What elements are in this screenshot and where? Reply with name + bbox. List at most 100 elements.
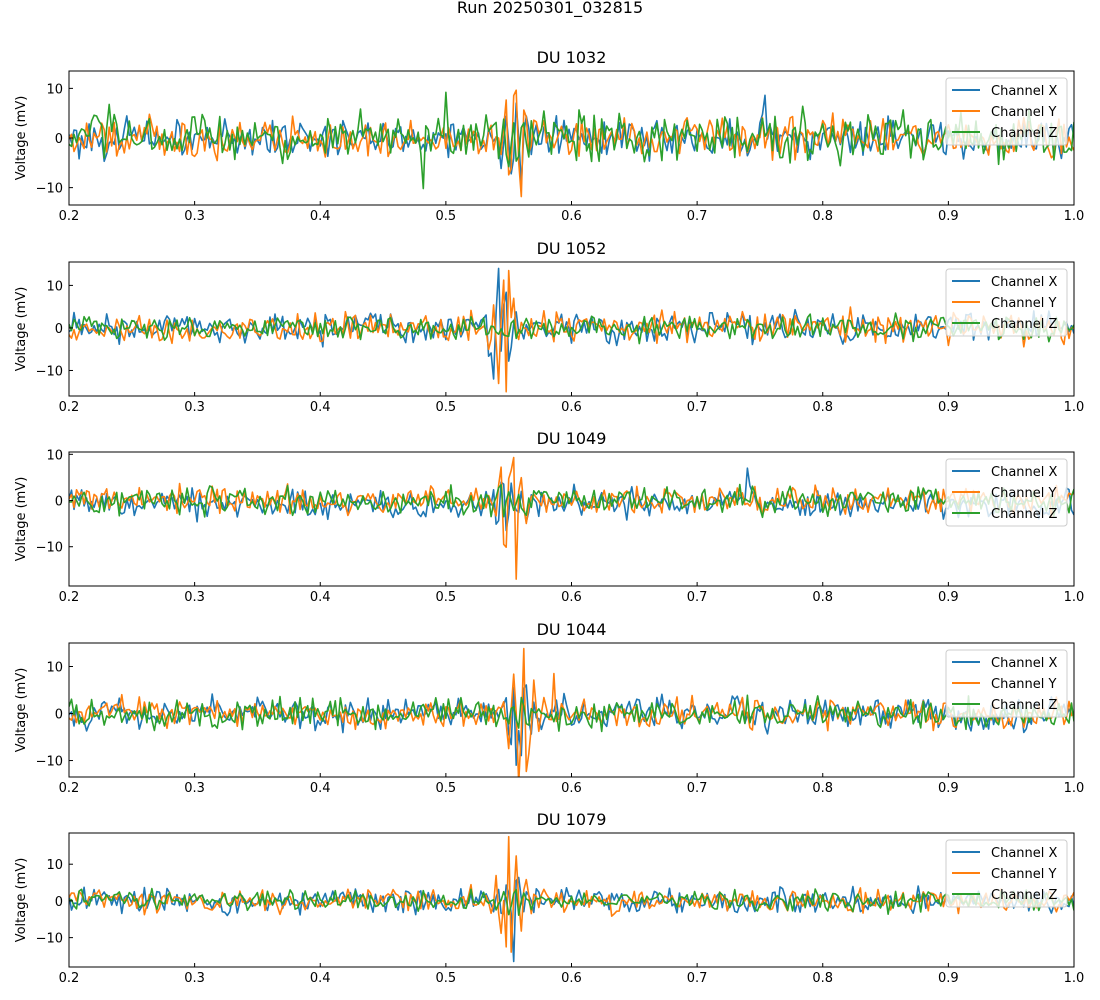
series-group xyxy=(69,267,1074,393)
y-tick-label: −10 xyxy=(36,364,63,379)
legend-label: Channel Z xyxy=(991,888,1058,903)
x-tick-label: 0.6 xyxy=(561,971,582,986)
x-tick-label: 1.0 xyxy=(1064,590,1085,605)
legend-label: Channel Y xyxy=(991,677,1057,692)
y-tick-label: −10 xyxy=(36,541,63,556)
x-tick-label: 0.3 xyxy=(184,971,205,986)
y-tick-label: 10 xyxy=(46,279,63,294)
subplot-title: DU 1079 xyxy=(537,810,607,829)
x-tick-label: 0.4 xyxy=(310,209,331,224)
x-tick-label: 0.3 xyxy=(184,400,205,415)
legend-label: Channel Y xyxy=(991,105,1057,120)
x-tick-label: 0.9 xyxy=(938,400,959,415)
series-line-channel-z xyxy=(69,483,1074,519)
y-tick-label: 10 xyxy=(46,858,63,873)
x-tick-label: 0.2 xyxy=(59,971,80,986)
x-tick-label: 0.3 xyxy=(184,209,205,224)
series-line-channel-x xyxy=(69,467,1074,532)
x-tick-label: 0.7 xyxy=(687,400,708,415)
series-line-channel-y xyxy=(69,647,1074,777)
y-tick-label: 0 xyxy=(55,708,63,723)
legend-box xyxy=(945,77,1068,146)
legend: Channel X Channel Y Channel Z xyxy=(945,77,1068,146)
x-tick-label: 0.4 xyxy=(310,971,331,986)
series-group xyxy=(69,647,1074,777)
y-tick-label: 10 xyxy=(46,661,63,676)
legend-label: Channel Z xyxy=(991,698,1058,713)
figure-title: Run 20250301_032815 xyxy=(456,0,644,17)
x-tick-label: 0.7 xyxy=(687,781,708,796)
subplot-1: DU 1032 Voltage (mV) 0.2 0.3 0.4 0.5 0.6 0.7 0.8… xyxy=(14,48,1084,224)
legend-label: Channel Z xyxy=(991,317,1058,332)
series-line-channel-z xyxy=(69,91,1074,190)
x-tick-label: 0.8 xyxy=(812,971,833,986)
x-tick-label: 0.7 xyxy=(687,971,708,986)
y-tick-label: 0 xyxy=(55,495,63,510)
legend-label: Channel X xyxy=(991,846,1058,861)
y-axis-label: Voltage (mV) xyxy=(14,96,29,181)
x-tick-label: 1.0 xyxy=(1064,209,1085,224)
x-tick-label: 0.3 xyxy=(184,781,205,796)
legend: Channel X Channel Y Channel Z xyxy=(945,458,1068,527)
x-tick-label: 0.4 xyxy=(310,781,331,796)
legend: Channel X Channel Y Channel Z xyxy=(945,839,1068,908)
series-line-channel-x xyxy=(69,94,1074,186)
y-tick-label: −10 xyxy=(36,932,63,947)
x-tick-label: 0.9 xyxy=(938,590,959,605)
x-tick-label: 0.4 xyxy=(310,590,331,605)
x-tick-label: 0.5 xyxy=(436,209,457,224)
subplot-title: DU 1032 xyxy=(537,48,607,67)
legend-label: Channel Z xyxy=(991,126,1058,141)
y-axis-label: Voltage (mV) xyxy=(14,668,29,753)
series-group xyxy=(69,456,1074,580)
axes-frame xyxy=(68,451,1075,587)
legend-label: Channel X xyxy=(991,275,1058,290)
y-tick-label: −10 xyxy=(36,182,63,197)
legend-label: Channel Z xyxy=(991,507,1058,522)
legend: Channel X Channel Y Channel Z xyxy=(945,649,1068,718)
x-tick-label: 1.0 xyxy=(1064,781,1085,796)
y-tick-label: 0 xyxy=(55,322,63,337)
series-line-channel-y xyxy=(69,269,1074,393)
subplot-title: DU 1049 xyxy=(537,429,607,448)
legend-label: Channel Y xyxy=(991,867,1057,882)
legend-box xyxy=(945,458,1068,527)
x-tick-label: 0.9 xyxy=(938,971,959,986)
x-tick-label: 0.2 xyxy=(59,400,80,415)
x-tick-label: 0.8 xyxy=(812,400,833,415)
y-tick-label: 10 xyxy=(46,82,63,97)
x-tick-label: 0.2 xyxy=(59,781,80,796)
series-line-channel-x xyxy=(69,876,1074,963)
x-tick-label: 0.9 xyxy=(938,209,959,224)
legend-box xyxy=(945,839,1068,908)
x-tick-label: 0.3 xyxy=(184,590,205,605)
x-tick-label: 0.7 xyxy=(687,209,708,224)
x-tick-label: 0.8 xyxy=(812,209,833,224)
series-line-channel-x xyxy=(69,684,1074,767)
x-tick-label: 0.6 xyxy=(561,209,582,224)
y-axis-label: Voltage (mV) xyxy=(14,477,29,562)
series-line-channel-z xyxy=(69,312,1074,345)
x-tick-label: 0.8 xyxy=(812,590,833,605)
y-axis-label: Voltage (mV) xyxy=(14,287,29,372)
series-group xyxy=(69,835,1074,963)
x-tick-label: 0.5 xyxy=(436,590,457,605)
y-axis-label: Voltage (mV) xyxy=(14,858,29,943)
x-tick-label: 0.8 xyxy=(812,781,833,796)
x-tick-label: 1.0 xyxy=(1064,971,1085,986)
legend-label: Channel X xyxy=(991,465,1058,480)
series-line-channel-y xyxy=(69,89,1074,198)
legend-box xyxy=(945,649,1068,718)
legend: Channel X Channel Y Channel Z xyxy=(945,268,1068,337)
x-tick-label: 0.2 xyxy=(59,209,80,224)
subplot-5: DU 1079 Voltage (mV) 0.2 0.3 0.4 0.5 0.6 0.7 0.8… xyxy=(14,810,1084,986)
x-tick-label: 0.5 xyxy=(436,971,457,986)
legend-label: Channel Y xyxy=(991,296,1057,311)
y-tick-label: 10 xyxy=(46,448,63,463)
legend-label: Channel X xyxy=(991,656,1058,671)
series-line-channel-z xyxy=(69,694,1074,733)
subplot-title: DU 1052 xyxy=(537,239,607,258)
y-tick-label: 0 xyxy=(55,132,63,147)
series-group xyxy=(69,89,1074,198)
